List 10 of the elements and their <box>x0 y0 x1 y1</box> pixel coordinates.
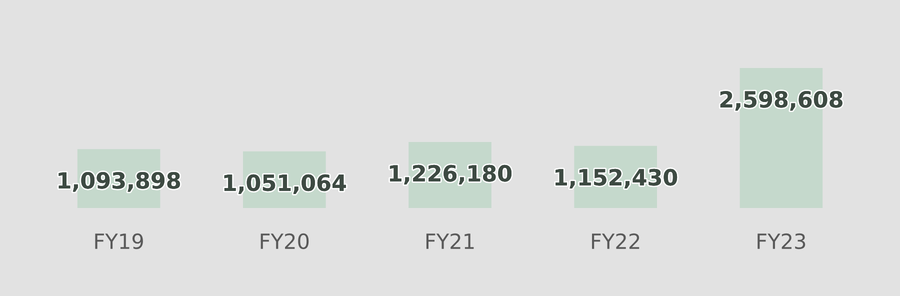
x-tick-label: FY20 <box>260 233 309 250</box>
data-label: 1,152,430 <box>556 168 678 189</box>
x-tick-label: FY22 <box>592 233 640 249</box>
data-label: 2,598,608 <box>720 90 842 111</box>
x-tick-label: FY23 <box>758 233 806 250</box>
data-label: 1,226,180 <box>390 164 512 185</box>
data-label: 1,051,064 <box>224 174 346 194</box>
x-tick-label: FY19 <box>95 233 143 250</box>
data-label: 1,093,898 <box>58 172 180 192</box>
x-tick-label: FY21 <box>426 233 474 249</box>
